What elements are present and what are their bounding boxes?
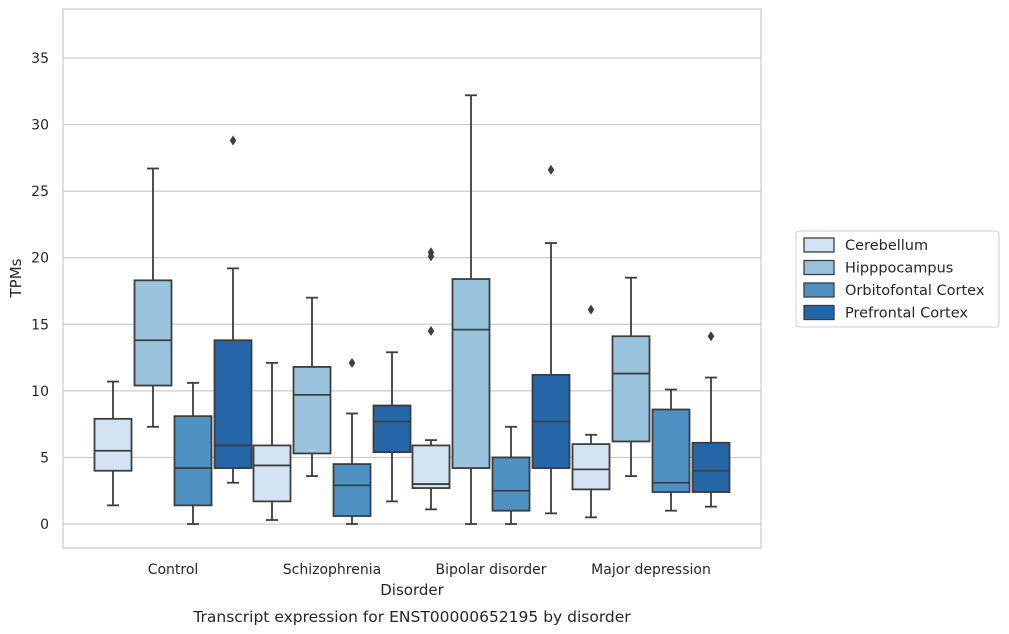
box-body: [213, 339, 253, 469]
legend-swatch: [803, 304, 835, 321]
box-body: [651, 408, 691, 493]
y-tick-label: 0: [40, 517, 49, 533]
box-body: [93, 417, 133, 472]
legend: Cerebellum Hipppocampus Orbitofontal Corte…: [795, 230, 1000, 328]
box-body: [451, 278, 491, 469]
x-axis-label: Disorder: [380, 581, 444, 599]
outlier-point: [229, 135, 237, 146]
y-tick-label: 15: [31, 317, 49, 333]
outlier-point: [427, 325, 435, 336]
box-body: [491, 456, 531, 512]
legend-label: Hipppocampus: [845, 261, 953, 277]
legend-item: Hipppocampus: [803, 259, 953, 277]
outlier-point: [427, 247, 435, 258]
box: [411, 247, 451, 511]
legend-swatch: [803, 259, 835, 276]
y-tick-label: 10: [31, 384, 49, 400]
outlier-point: [707, 331, 715, 342]
box: [611, 276, 651, 477]
box: [252, 361, 292, 521]
box-body: [571, 443, 611, 491]
chart-caption: Transcript expression for ENST0000065219…: [192, 608, 631, 626]
y-tick-label: 25: [31, 184, 49, 200]
box: [571, 304, 611, 519]
box-series: [93, 94, 731, 525]
series-orbitofontal-cortex: [173, 357, 691, 525]
y-tick-label: 20: [31, 251, 49, 267]
box-body: [611, 335, 651, 443]
x-tick-label: Control: [148, 562, 199, 578]
legend-item: Prefrontal Cortex: [803, 304, 968, 322]
outlier-point: [587, 304, 595, 315]
box: [691, 331, 731, 508]
legend-swatch: [803, 282, 835, 298]
box: [93, 380, 133, 507]
y-tick-label: 30: [31, 118, 49, 134]
series-cerebellum: [93, 247, 611, 521]
legend-frame: [795, 230, 1000, 328]
x-tick-label: Schizophrenia: [283, 562, 381, 578]
box-body: [173, 415, 213, 507]
box-body: [691, 441, 731, 493]
box-body: [332, 463, 372, 517]
box: [133, 167, 173, 428]
legend-item: Orbitofontal Cortex: [803, 282, 985, 299]
plot-frame: [62, 8, 762, 549]
box-body: [252, 444, 292, 503]
legend-label: Cerebellum: [845, 238, 928, 254]
y-tick-label: 5: [40, 450, 49, 466]
outlier-point: [348, 357, 356, 368]
y-axis-ticks: 0 5 10 15 20 25 30 35: [31, 51, 49, 533]
box-body: [292, 365, 332, 455]
box-body: [372, 404, 412, 454]
box-body: [133, 279, 173, 387]
box: [491, 425, 531, 525]
box: [451, 94, 491, 525]
outlier-point: [547, 164, 555, 175]
legend-item: Cerebellum: [803, 237, 928, 254]
y-axis-label: TPMs: [7, 258, 25, 298]
legend-label: Orbitofontal Cortex: [845, 283, 985, 299]
box: [213, 135, 253, 484]
x-tick-label: Bipolar disorder: [435, 562, 546, 578]
box: [292, 296, 332, 477]
box: [372, 351, 412, 503]
legend-label: Prefrontal Cortex: [845, 306, 968, 322]
series-prefrontal-cortex: [213, 135, 731, 515]
legend-swatch: [803, 237, 835, 253]
box: [332, 357, 372, 525]
box-body: [411, 444, 451, 489]
x-axis-ticks: Control Schizophrenia Bipolar disorder Majo…: [148, 562, 711, 578]
box: [173, 381, 213, 525]
box: [651, 388, 691, 512]
box: [531, 164, 571, 515]
series-hipppocampus: [133, 94, 651, 525]
x-tick-label: Major depression: [591, 562, 711, 578]
y-tick-label: 35: [31, 51, 49, 67]
